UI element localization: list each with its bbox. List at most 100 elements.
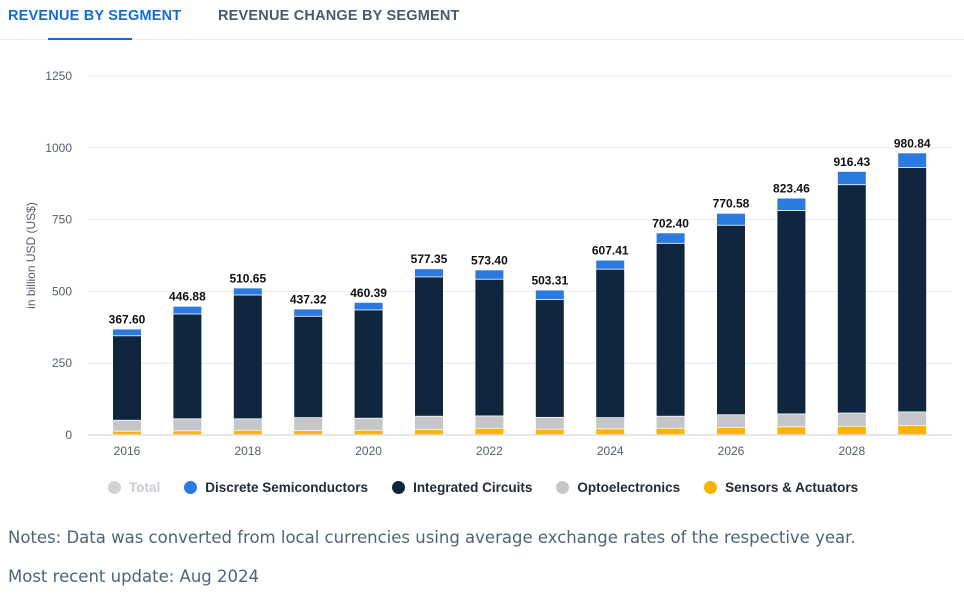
data-label-total: 510.65 <box>229 271 266 285</box>
bar-segment-discrete-semiconductors-2021[interactable] <box>415 269 443 277</box>
bar-segment-optoelectronics-2021[interactable] <box>415 416 443 430</box>
bar-segment-discrete-semiconductors-2029[interactable] <box>898 153 927 168</box>
bar-segment-integrated-circuits-2020[interactable] <box>354 310 383 418</box>
y-axis-label: in billion USD (US$) <box>24 202 38 309</box>
bar-segment-sensors-actuators-2028[interactable] <box>837 426 866 435</box>
bar-segment-discrete-semiconductors-2028[interactable] <box>837 171 866 185</box>
legend-item-optoelectronics[interactable]: Optoelectronics <box>556 480 680 495</box>
data-label-total: 702.40 <box>652 216 689 230</box>
data-label-total: 577.35 <box>411 252 448 266</box>
bar-segment-sensors-actuators-2026[interactable] <box>717 427 745 435</box>
legend-label-integrated: Integrated Circuits <box>413 479 533 495</box>
x-tick-label: 2028 <box>838 444 865 458</box>
bar-segment-integrated-circuits-2028[interactable] <box>837 185 866 413</box>
bar-segment-optoelectronics-2027[interactable] <box>777 414 806 427</box>
bar-segment-discrete-semiconductors-2024[interactable] <box>596 260 625 269</box>
tab-revenue-by-segment[interactable]: REVENUE BY SEGMENT <box>8 8 182 24</box>
legend-label-total: Total <box>129 479 161 495</box>
bar-segment-sensors-actuators-2020[interactable] <box>354 430 383 435</box>
bar-segment-discrete-semiconductors-2027[interactable] <box>777 198 806 211</box>
y-tick-label: 0 <box>65 428 72 442</box>
x-tick-label: 2020 <box>355 444 382 458</box>
bar-segment-optoelectronics-2026[interactable] <box>717 415 745 428</box>
bar-segment-optoelectronics-2025[interactable] <box>656 416 685 428</box>
bar-segment-optoelectronics-2018[interactable] <box>233 419 262 430</box>
bar-segment-discrete-semiconductors-2019[interactable] <box>294 309 323 316</box>
legend-dot-total <box>108 480 121 494</box>
data-label-total: 980.84 <box>894 136 931 150</box>
legend-dot-discrete <box>184 480 198 494</box>
bar-segment-discrete-semiconductors-2026[interactable] <box>717 213 745 225</box>
legend-dot-opto <box>556 480 570 494</box>
bar-segment-integrated-circuits-2016[interactable] <box>113 336 141 420</box>
y-tick-label: 1000 <box>45 141 72 155</box>
bar-segment-optoelectronics-2024[interactable] <box>596 418 625 429</box>
legend-item-integrated-circuits[interactable]: Integrated Circuits <box>392 480 532 495</box>
bar-segment-sensors-actuators-2029[interactable] <box>898 425 927 435</box>
bar-segment-discrete-semiconductors-2023[interactable] <box>535 290 564 300</box>
y-tick-label: 500 <box>52 284 72 298</box>
chart-notes: Notes: Data was converted from local cur… <box>8 528 856 547</box>
bar-segment-sensors-actuators-2017[interactable] <box>173 431 202 435</box>
bar-segment-sensors-actuators-2027[interactable] <box>777 427 806 435</box>
bar-segment-integrated-circuits-2025[interactable] <box>656 243 685 416</box>
tab-bar: REVENUE BY SEGMENT REVENUE CHANGE BY SEG… <box>0 0 964 40</box>
bar-segment-optoelectronics-2029[interactable] <box>898 412 927 426</box>
bar-segment-integrated-circuits-2027[interactable] <box>777 210 806 414</box>
data-label-total: 770.58 <box>713 197 750 211</box>
chart-legend: Total Discrete Semiconductors Integrated… <box>108 478 882 496</box>
bar-segment-discrete-semiconductors-2017[interactable] <box>173 306 202 314</box>
data-label-total: 573.40 <box>471 253 508 267</box>
legend-item-discrete-semiconductors[interactable]: Discrete Semiconductors <box>184 480 368 495</box>
bar-segment-integrated-circuits-2024[interactable] <box>596 269 625 418</box>
bar-segment-optoelectronics-2016[interactable] <box>113 420 141 431</box>
legend-dot-sensors <box>704 480 718 494</box>
bar-segment-discrete-semiconductors-2016[interactable] <box>113 329 141 336</box>
bar-segment-discrete-semiconductors-2020[interactable] <box>354 302 383 310</box>
stacked-bar-chart: 0 250 500 750 1000 1250 in billion USD (US$) 36… <box>24 69 952 458</box>
bar-segment-sensors-actuators-2025[interactable] <box>656 428 685 435</box>
bar-segment-sensors-actuators-2024[interactable] <box>596 429 625 435</box>
bar-segment-discrete-semiconductors-2022[interactable] <box>475 270 504 279</box>
bar-segment-sensors-actuators-2016[interactable] <box>113 431 141 435</box>
bar-segment-integrated-circuits-2021[interactable] <box>415 277 443 416</box>
bar-segment-discrete-semiconductors-2018[interactable] <box>233 288 262 295</box>
legend-item-sensors-actuators[interactable]: Sensors & Actuators <box>704 480 858 495</box>
bar-segment-sensors-actuators-2021[interactable] <box>415 429 443 435</box>
data-label-total: 823.46 <box>773 182 810 196</box>
bar-segment-optoelectronics-2022[interactable] <box>475 416 504 428</box>
data-label-total: 460.39 <box>350 286 387 300</box>
legend-label-sensors: Sensors & Actuators <box>725 479 859 495</box>
data-label-total: 607.41 <box>592 244 629 258</box>
data-label-total: 367.60 <box>109 312 146 326</box>
y-tick-label: 750 <box>52 213 72 227</box>
bar-segment-integrated-circuits-2018[interactable] <box>233 295 262 419</box>
tab-revenue-change-by-segment[interactable]: REVENUE CHANGE BY SEGMENT <box>218 8 460 24</box>
bar-segment-optoelectronics-2028[interactable] <box>837 413 866 426</box>
data-label-total: 503.31 <box>531 273 568 287</box>
bar-segment-integrated-circuits-2019[interactable] <box>294 316 323 418</box>
bar-segment-sensors-actuators-2018[interactable] <box>233 430 262 435</box>
bar-segment-sensors-actuators-2019[interactable] <box>294 430 323 435</box>
bar-segment-optoelectronics-2017[interactable] <box>173 419 202 431</box>
bar-segment-sensors-actuators-2023[interactable] <box>535 429 564 435</box>
bar-segment-optoelectronics-2019[interactable] <box>294 418 323 431</box>
bar-segment-integrated-circuits-2023[interactable] <box>535 300 564 417</box>
last-update-text: Most recent update: Aug 2024 <box>8 567 260 586</box>
bar-segment-integrated-circuits-2026[interactable] <box>717 225 745 415</box>
bar-segment-sensors-actuators-2022[interactable] <box>475 428 504 435</box>
y-tick-label: 250 <box>52 356 72 370</box>
active-tab-indicator <box>48 38 132 40</box>
bar-segment-integrated-circuits-2029[interactable] <box>898 167 927 412</box>
x-tick-label: 2018 <box>234 444 261 458</box>
bar-segment-integrated-circuits-2017[interactable] <box>173 314 202 419</box>
bar-segment-optoelectronics-2023[interactable] <box>535 417 564 429</box>
legend-item-total[interactable]: Total <box>108 480 160 495</box>
bar-segment-integrated-circuits-2022[interactable] <box>475 279 504 416</box>
bar-segment-discrete-semiconductors-2025[interactable] <box>656 233 685 243</box>
data-label-total: 446.88 <box>169 290 206 304</box>
data-label-total: 437.32 <box>290 292 327 306</box>
legend-label-discrete: Discrete Semiconductors <box>205 479 369 495</box>
x-tick-label: 2022 <box>476 444 503 458</box>
bar-segment-optoelectronics-2020[interactable] <box>354 418 383 430</box>
